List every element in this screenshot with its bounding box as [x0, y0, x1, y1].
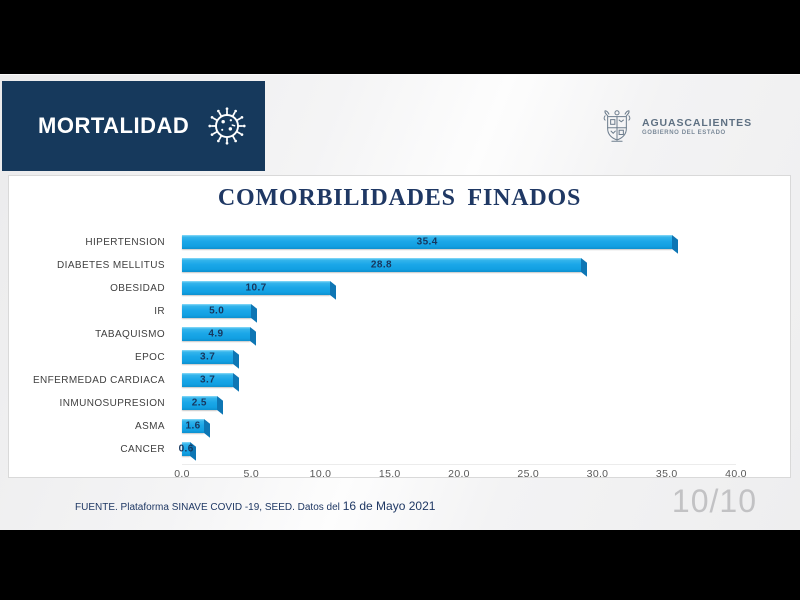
bar-track: 2.5	[182, 395, 736, 415]
source-note: FUENTE. Plataforma SINAVE COVID -19, SEE…	[75, 499, 435, 513]
bar: 4.9	[182, 327, 256, 346]
bar-end-cap	[249, 327, 256, 346]
virus-icon	[208, 107, 246, 145]
bar-track: 0.6	[179, 441, 736, 461]
coat-of-arms-icon	[603, 110, 631, 142]
bar: 35.4	[182, 235, 679, 254]
bar-category-label: TABAQUISMO	[95, 329, 165, 340]
x-axis: 0.0 5.0 10.0 15.0 20.0 25.0 30.0 35.0 40.0	[174, 464, 747, 480]
bar-row: ENFERMEDAD CARDIACA 3.7	[9, 369, 736, 392]
logo-name: AGUASCALIENTES	[641, 116, 752, 129]
bar: 1.6	[182, 419, 211, 438]
bar-row: HIPERTENSION 35.4	[9, 231, 736, 254]
bar: 2.5	[182, 396, 223, 415]
x-axis-tick-label: 35.0	[655, 468, 678, 480]
bar-row: INMUNOSUPRESION 2.5	[9, 392, 736, 415]
bar-track: 4.9	[182, 326, 736, 346]
bar-end-cap	[233, 350, 240, 369]
source-text: FUENTE. Plataforma SINAVE COVID -19, SEE…	[75, 502, 343, 513]
letterbox-top	[0, 0, 800, 74]
bar-end-cap	[233, 373, 240, 392]
letterbox-bottom	[0, 530, 800, 600]
bar-value-label: 35.4	[416, 236, 438, 248]
bar-rows: HIPERTENSION 35.4 DIABETES MELLITUS 28.8…	[9, 231, 736, 461]
aguascalientes-logo: AGUASCALIENTES GOBIERNO DEL ESTADO	[600, 105, 752, 147]
bar-track: 3.7	[182, 372, 736, 392]
bar-category-label: ASMA	[135, 421, 165, 432]
bar-category-label: HIPERTENSION	[85, 237, 165, 248]
bar-value-label: 10.7	[245, 282, 267, 294]
bar-end-cap	[216, 396, 223, 415]
x-axis-tick-label: 20.0	[448, 468, 470, 480]
bar-category-label: ENFERMEDAD CARDIACA	[32, 375, 165, 386]
x-axis-tick-label: 40.0	[725, 468, 747, 480]
bar-value-label: 3.7	[200, 374, 216, 386]
slide: MORTALIDAD	[0, 74, 800, 530]
bar-end-cap	[672, 235, 679, 254]
bar-row: EPOC 3.7	[9, 346, 736, 369]
bar-track: 35.4	[182, 234, 736, 254]
bar-track: 3.7	[182, 349, 736, 369]
x-axis-tick-label: 30.0	[586, 468, 609, 480]
x-axis-tick-label: 15.0	[378, 468, 401, 480]
bar-end-cap	[204, 419, 211, 438]
bar-row: ASMA 1.6	[9, 415, 736, 438]
bar-row: CANCER 0.6	[9, 438, 736, 461]
bar-end-cap	[251, 304, 258, 323]
mortality-header: MORTALIDAD	[2, 81, 265, 171]
bar-value-label: 4.9	[208, 328, 224, 340]
bar-track: 10.7	[182, 280, 736, 300]
bar-track: 5.0	[182, 303, 736, 323]
bar-row: TABAQUISMO 4.9	[9, 323, 736, 346]
x-axis-tick-label: 10.0	[309, 468, 332, 480]
bar-value-label: 2.5	[191, 397, 207, 409]
bar-end-cap	[330, 281, 337, 300]
bar: 3.7	[182, 350, 240, 369]
chart-title: COMORBILIDADES FINADOS	[217, 185, 582, 211]
source-date: 16 de Mayo 2021	[342, 499, 436, 513]
bar-value-label: 5.0	[209, 305, 225, 317]
bar: 5.0	[182, 304, 258, 323]
bar-value-label: 28.8	[370, 259, 392, 271]
bar-category-label: CANCER	[120, 444, 165, 455]
bar-track: 28.8	[182, 257, 736, 277]
x-axis-tick-label: 25.0	[517, 468, 540, 480]
page-indicator: 10/10	[671, 483, 757, 519]
bar-row: DIABETES MELLITUS 28.8	[9, 254, 736, 277]
bar-category-label: EPOC	[135, 352, 165, 363]
bar-value-label: 0.6	[178, 443, 194, 455]
bar-row: IR 5.0	[9, 300, 736, 323]
bar: 10.7	[182, 281, 337, 300]
logo-text: AGUASCALIENTES GOBIERNO DEL ESTADO	[642, 117, 752, 136]
bar-end-cap	[580, 258, 587, 277]
logo-subtitle: GOBIERNO DEL ESTADO	[641, 129, 726, 136]
x-axis-tick-label: 0.0	[174, 468, 190, 480]
bar-row: OBESIDAD 10.7	[9, 277, 736, 300]
bar-category-label: DIABETES MELLITUS	[57, 260, 165, 271]
bar: 28.8	[182, 258, 587, 277]
header-title: MORTALIDAD	[38, 113, 190, 138]
bar: 0.6	[179, 442, 197, 461]
bar-category-label: IR	[154, 306, 165, 317]
bar-track: 1.6	[182, 418, 736, 438]
bar-category-label: INMUNOSUPRESION	[59, 398, 165, 409]
bar-category-label: OBESIDAD	[110, 283, 165, 294]
x-axis-tick-label: 5.0	[243, 468, 259, 480]
bar-value-label: 1.6	[185, 420, 201, 432]
bar-value-label: 3.7	[200, 351, 216, 363]
bar: 3.7	[182, 373, 240, 392]
chart-panel: COMORBILIDADES FINADOS HIPERTENSION 35.4…	[8, 175, 791, 480]
